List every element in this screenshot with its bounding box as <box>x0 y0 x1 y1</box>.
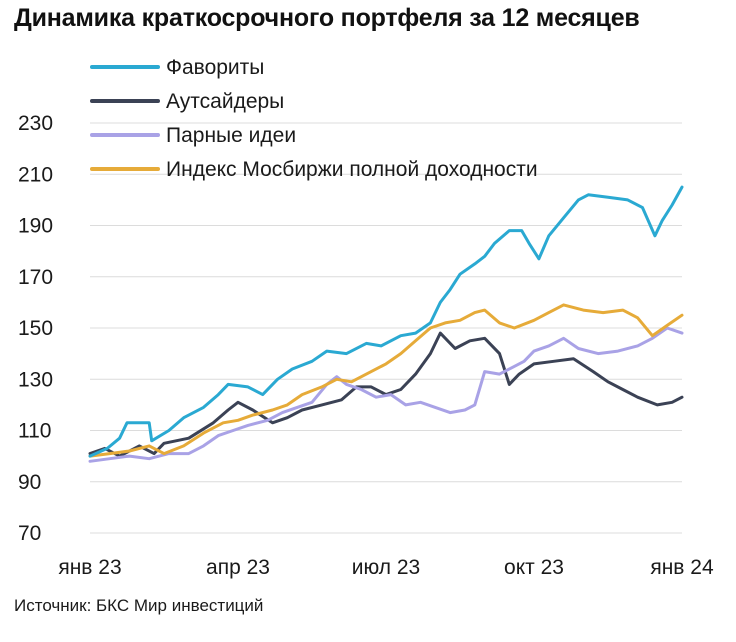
series-line-pair-ideas <box>88 326 684 463</box>
y-tick-label: 190 <box>18 215 53 238</box>
x-tick-label: янв 23 <box>58 556 121 579</box>
legend: Фавориты Аутсайдеры Парные идеи Индекс Мосб… <box>90 56 538 181</box>
grid <box>90 122 682 534</box>
series-line-moex-index <box>88 303 684 458</box>
y-tick-label: 210 <box>18 163 53 186</box>
legend-label-moex-index: Индекс Мосбиржи полной доходности <box>166 158 538 181</box>
y-axis: 70 90 110 130 150 170 190 210 230 <box>18 112 53 545</box>
legend-label-pair-ideas: Парные идеи <box>166 124 296 147</box>
y-tick-label: 150 <box>18 317 53 340</box>
y-tick-label: 130 <box>18 368 53 391</box>
y-tick-label: 230 <box>18 112 53 135</box>
series-lines <box>88 185 684 463</box>
y-tick-label: 70 <box>18 522 41 545</box>
x-tick-label: июл 23 <box>352 556 420 579</box>
x-tick-label: янв 24 <box>650 556 714 579</box>
y-tick-label: 110 <box>18 420 51 443</box>
legend-label-outsiders: Аутсайдеры <box>166 90 284 113</box>
x-axis: янв 23 апр 23 июл 23 окт 23 янв 24 <box>58 556 714 579</box>
legend-label-favorites: Фавориты <box>166 56 264 79</box>
chart-title: Динамика краткосрочного портфеля за 12 м… <box>14 4 640 32</box>
series-line-outsiders <box>88 331 684 458</box>
x-tick-label: апр 23 <box>206 556 270 579</box>
y-tick-label: 170 <box>18 266 53 289</box>
x-tick-label: окт 23 <box>504 556 564 579</box>
source-note: Источник: БКС Мир инвестиций <box>14 596 264 615</box>
series-line-favorites <box>88 185 684 458</box>
y-tick-label: 90 <box>18 471 41 494</box>
